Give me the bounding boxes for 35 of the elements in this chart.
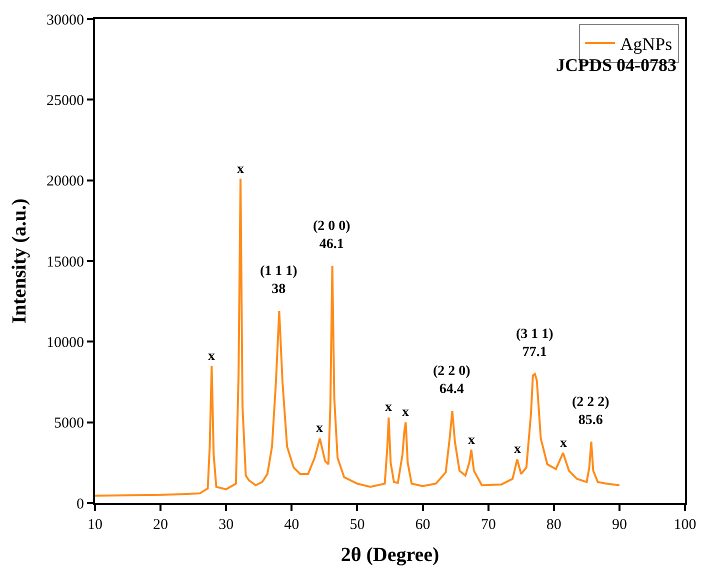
annotation: x: [402, 405, 409, 420]
x-tick-label: 70: [480, 517, 496, 533]
annotation: (1 1 1) 38: [260, 264, 298, 298]
x-tick-label: 80: [546, 517, 562, 533]
x-tick-label: 50: [350, 517, 365, 533]
annotation: x: [208, 349, 215, 364]
y-tick-label: 15000: [46, 254, 84, 270]
x-tick-label: 60: [415, 517, 430, 533]
y-axis-title: Intensity (a.u.): [8, 198, 30, 324]
annotation: x: [237, 162, 244, 177]
x-tick-label: 10: [88, 517, 102, 533]
x-axis-title: 2θ (Degree): [340, 544, 440, 566]
line-series: [95, 178, 620, 497]
y-tick-label: 25000: [46, 92, 84, 109]
annotation: x: [468, 433, 475, 448]
x-tick-label: 40: [284, 517, 300, 533]
x-tick-label: 30: [218, 517, 234, 533]
annotation: (2 0 0) 46.1: [313, 219, 351, 252]
annotation: JCPDS 04-0783: [556, 55, 676, 75]
annotation: x: [514, 442, 521, 457]
y-tick-label: 10000: [46, 334, 84, 351]
annotation: (2 2 0) 64.4: [433, 364, 471, 398]
legend-label: AgNPs: [620, 34, 672, 54]
y-tick-label: 0: [76, 496, 84, 512]
annotation: x: [316, 421, 323, 436]
annotation: (3 1 1) 77.1: [516, 327, 554, 360]
y-tick-label: 30000: [46, 12, 84, 28]
x-tick-label: 20: [153, 517, 168, 533]
annotation: x: [560, 436, 567, 451]
x-tick-label: 90: [612, 517, 627, 533]
y-tick-label: 20000: [46, 174, 84, 190]
annotation: x: [385, 400, 392, 415]
y-tick-label: 5000: [54, 416, 84, 432]
x-tick-label: 100: [674, 517, 696, 533]
annotation: (2 2 2) 85.6: [572, 395, 610, 428]
